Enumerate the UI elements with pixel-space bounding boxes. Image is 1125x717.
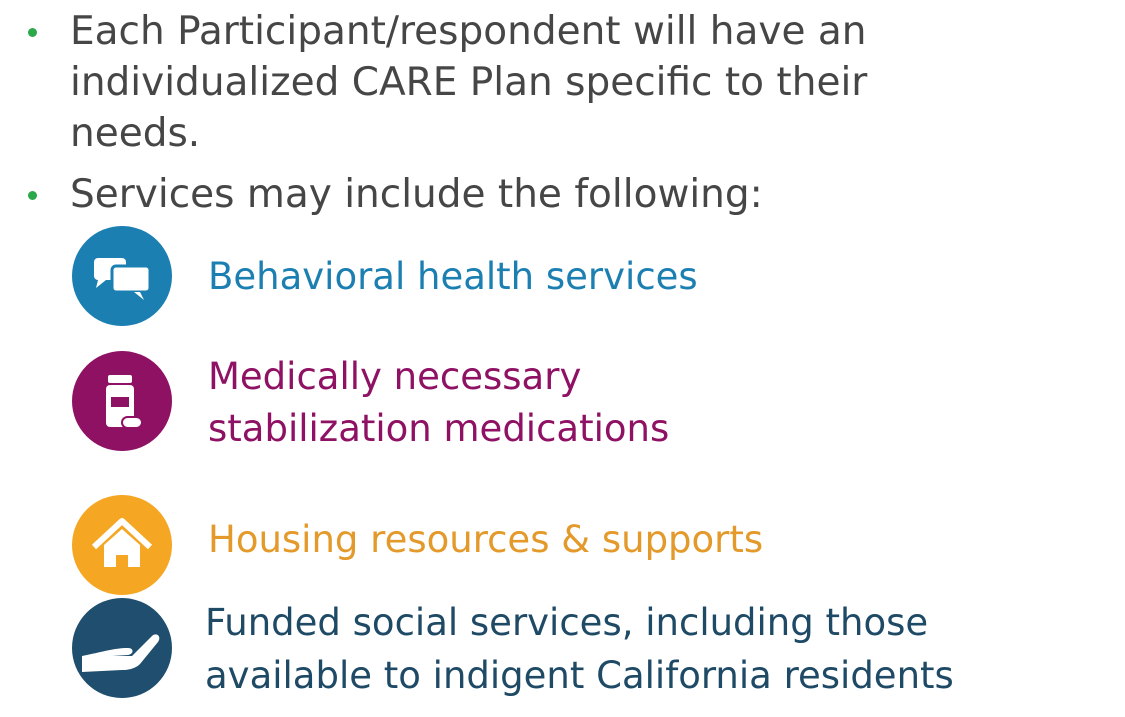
bullet-dot: [28, 191, 37, 200]
bullet-line: needs.: [70, 111, 201, 156]
bullet-line: individualized CARE Plan specific to the…: [70, 60, 868, 105]
service-line: stabilization medications: [208, 407, 670, 450]
service-line: Housing resources & supports: [208, 518, 764, 561]
bullet-line: Each Participant/respondent will have an: [70, 9, 867, 54]
bullet-line: Services may include the following:: [70, 172, 763, 217]
service-line: Funded social services, including those: [205, 601, 929, 644]
service-line: Behavioral health services: [208, 255, 698, 298]
bullet-dot: [28, 28, 37, 37]
service-line: Medically necessary: [208, 355, 582, 398]
icon-hand: [72, 598, 172, 698]
icon-house: [72, 495, 172, 595]
service-line: available to indigent California residen…: [205, 654, 954, 697]
icon-chat: [72, 226, 172, 326]
icon-medication: [72, 351, 172, 451]
